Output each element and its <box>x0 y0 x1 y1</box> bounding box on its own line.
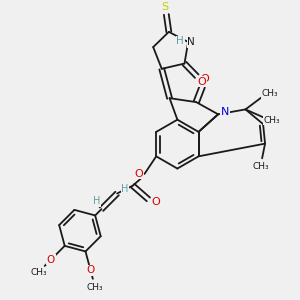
Text: O: O <box>152 197 161 207</box>
Text: CH₃: CH₃ <box>264 116 280 125</box>
Text: H: H <box>93 196 100 206</box>
Text: O: O <box>134 169 143 179</box>
Text: O: O <box>86 265 95 275</box>
Text: O: O <box>47 255 55 265</box>
Text: O: O <box>198 77 207 87</box>
Text: H: H <box>121 184 129 194</box>
Text: CH₃: CH₃ <box>253 162 269 171</box>
Text: CH₃: CH₃ <box>30 268 47 277</box>
Text: H: H <box>176 36 184 46</box>
Text: S: S <box>162 2 169 12</box>
Text: CH₃: CH₃ <box>262 89 278 98</box>
Text: CH₃: CH₃ <box>87 283 103 292</box>
Text: O: O <box>201 74 209 84</box>
Text: N: N <box>187 37 195 47</box>
Text: N: N <box>221 107 229 117</box>
